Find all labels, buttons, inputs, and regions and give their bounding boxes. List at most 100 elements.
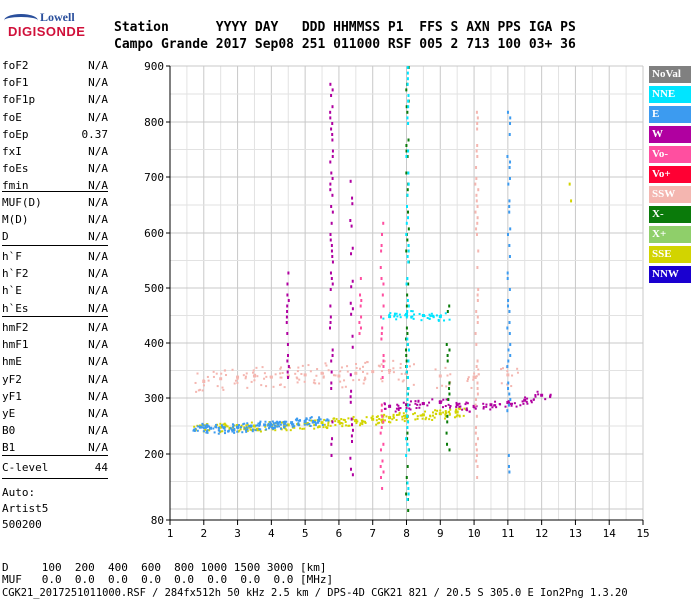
data-point [256,375,259,378]
noise-point [405,149,408,153]
noise-point [381,459,384,463]
legend-item-ssw: SSW [649,186,691,203]
noise-point [474,376,477,379]
y-tick-label: 700 [144,171,164,184]
data-point [395,312,398,315]
noise-point [506,409,509,413]
param-label: h`F2 [2,267,29,281]
data-point [416,417,419,420]
data-point [196,372,199,375]
data-point [549,394,552,397]
data-point [430,312,433,315]
noise-point [477,249,480,253]
footer-file-info: CGK21_2017251011000.RSF / 284fx512h 50 k… [2,587,628,599]
data-point [279,427,282,430]
noise-point [407,210,410,214]
noise-point [287,376,290,379]
data-point [436,386,439,389]
data-point [526,402,529,405]
data-point [337,374,341,378]
data-point [472,404,476,408]
data-point [201,422,204,425]
data-point [410,310,413,313]
noise-point [406,376,409,379]
noise-point [509,398,512,401]
data-point [365,416,368,419]
data-point [263,377,266,380]
param-row-b0: B0 N/A [2,423,108,440]
data-point [347,424,350,427]
data-point [378,421,381,424]
noise-point [359,304,362,308]
noise-point [381,326,384,330]
data-point [530,399,533,402]
param-label: foEs [2,162,29,176]
data-point [300,373,303,376]
data-point [229,427,232,430]
data-point [438,315,442,319]
data-point [239,426,242,429]
data-point [204,426,207,429]
data-point [418,312,421,315]
data-point [507,400,510,403]
noise-point [351,428,354,432]
noise-point [380,337,383,341]
noise-point [380,403,383,407]
data-point [233,431,236,434]
noise-point [407,227,410,231]
data-point [444,366,447,369]
noise-point [406,110,409,114]
noise-point [406,255,409,258]
data-point [341,425,344,428]
noise-point [405,437,408,441]
data-point [334,424,337,427]
noise-point [331,155,334,158]
data-point [223,422,226,425]
data-point [446,374,449,377]
data-point [201,389,204,392]
data-point [458,415,461,418]
noise-point [349,456,352,460]
data-point [223,427,226,430]
data-point [364,361,367,364]
data-point [530,401,533,404]
data-point [447,410,450,413]
data-point [421,414,424,417]
data-point [258,424,261,427]
data-point [434,409,437,412]
data-point [344,420,347,423]
noise-point [445,343,448,346]
divider [2,245,108,246]
noise-point [382,359,385,363]
data-point [271,420,274,423]
noise-point [508,332,511,335]
data-point [346,365,349,368]
noise-point [407,487,410,490]
data-point [246,429,249,432]
data-point [282,423,285,426]
param-value: N/A [88,76,108,90]
data-point [267,422,270,425]
param-label: foF2 [2,59,29,72]
noise-point [476,293,479,297]
noise-point [407,122,410,125]
noise-point [475,227,478,231]
noise-point [407,403,410,407]
noise-point [379,476,382,479]
data-point [224,369,227,372]
noise-point [351,246,354,250]
data-point [283,421,286,424]
data-point [212,370,215,373]
data-point [310,419,313,422]
data-point [259,430,262,433]
data-point [516,371,519,374]
noise-point [286,359,289,363]
noise-point [380,249,383,253]
legend-item-x: X+ [649,226,691,243]
data-point [308,419,311,422]
x-tick-label: 13 [569,527,582,540]
data-point [276,425,279,428]
data-point [458,402,461,405]
data-point [272,422,275,425]
noise-point [476,392,479,396]
